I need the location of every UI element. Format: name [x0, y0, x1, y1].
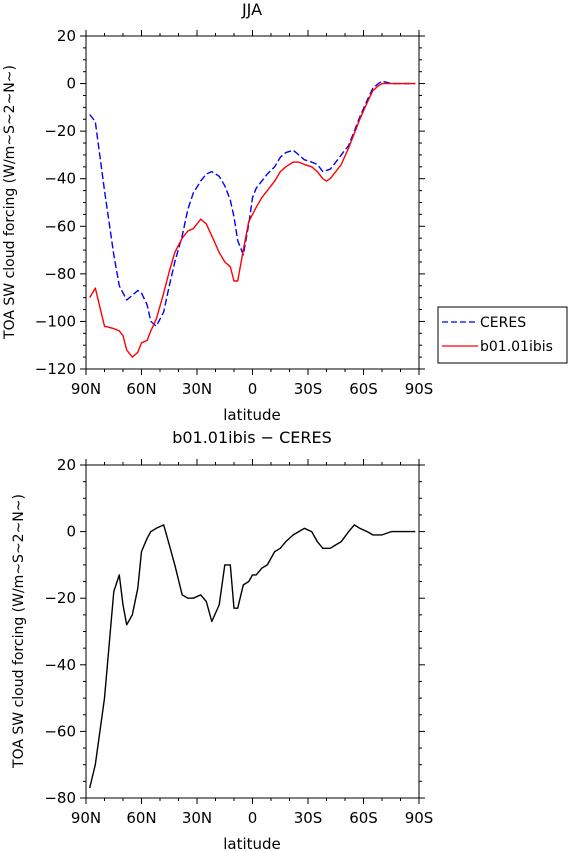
x-tick-label: 90N: [71, 809, 101, 827]
bottom-chart-ticks: [80, 459, 425, 804]
bottom-chart-x-axis-label: latitude: [223, 835, 281, 851]
bottom-chart-x-tick-labels: 90N 60N 30N 0 30S 60S 90S: [71, 809, 433, 827]
legend-label-b01: b01.01ibis: [480, 339, 553, 355]
top-chart-y-tick-labels: 20 0 −20 −40 −60 −80 −100 −120: [35, 27, 76, 378]
y-tick-label: −40: [44, 656, 76, 674]
x-tick-label: 60N: [126, 380, 156, 398]
x-tick-label: 0: [248, 380, 258, 398]
series-line-difference: [89, 524, 416, 789]
legend-frame: [437, 306, 568, 364]
x-tick-label: 30N: [182, 809, 212, 827]
y-tick-label: −80: [44, 789, 76, 807]
x-tick-label: 30S: [294, 380, 323, 398]
y-tick-label: −120: [35, 360, 76, 378]
bottom-chart: b01.01ibis − CERES 90N 60N 30N 0 30S 60S 90S 2…: [11, 428, 433, 851]
y-tick-label: 20: [57, 27, 76, 45]
y-tick-label: 0: [66, 523, 76, 541]
bottom-chart-plot-frame: [85, 464, 420, 799]
x-tick-label: 90S: [405, 809, 434, 827]
legend-label-ceres: CERES: [480, 315, 526, 331]
y-tick-label: −100: [35, 312, 76, 330]
bottom-chart-title: b01.01ibis − CERES: [172, 428, 332, 447]
x-tick-label: 90N: [71, 380, 101, 398]
bottom-chart-y-tick-labels: 20 0 −20 −40 −60 −80: [44, 456, 76, 807]
bottom-chart-series: [89, 524, 416, 789]
x-tick-label: 30N: [182, 380, 212, 398]
top-chart-plot-frame: [85, 35, 420, 370]
y-tick-label: −40: [44, 170, 76, 188]
x-tick-label: 0: [248, 809, 258, 827]
y-tick-label: −60: [44, 217, 76, 235]
y-tick-label: −20: [44, 122, 76, 140]
y-tick-label: −20: [44, 589, 76, 607]
x-tick-label: 60S: [349, 380, 378, 398]
series-line-ceres: [89, 80, 416, 327]
bottom-chart-y-axis-label: TOA SW cloud forcing (W/m~S~2~N~): [11, 494, 27, 769]
y-tick-label: 0: [66, 75, 76, 93]
y-tick-label: 20: [57, 456, 76, 474]
top-chart-x-axis-label: latitude: [223, 406, 281, 424]
top-chart-ticks: [80, 30, 425, 375]
top-chart-title: JJA: [241, 0, 262, 19]
top-chart-series: [89, 80, 416, 358]
x-tick-label: 30S: [294, 809, 323, 827]
series-line-b01-01ibis: [89, 82, 416, 358]
top-chart-y-axis-label: TOA SW cloud forcing (W/m~S~2~N~): [2, 65, 18, 340]
y-tick-label: −60: [44, 722, 76, 740]
x-tick-label: 60S: [349, 809, 378, 827]
y-tick-label: −80: [44, 265, 76, 283]
top-chart: JJA 90N 60N 30N 0 30S 60S 90S 20 0 −20 −40 −60 −80 −…: [2, 0, 568, 424]
legend: CERES b01.01ibis: [437, 306, 568, 364]
x-tick-label: 60N: [126, 809, 156, 827]
top-chart-x-tick-labels: 90N 60N 30N 0 30S 60S 90S: [71, 380, 433, 398]
x-tick-label: 90S: [405, 380, 434, 398]
